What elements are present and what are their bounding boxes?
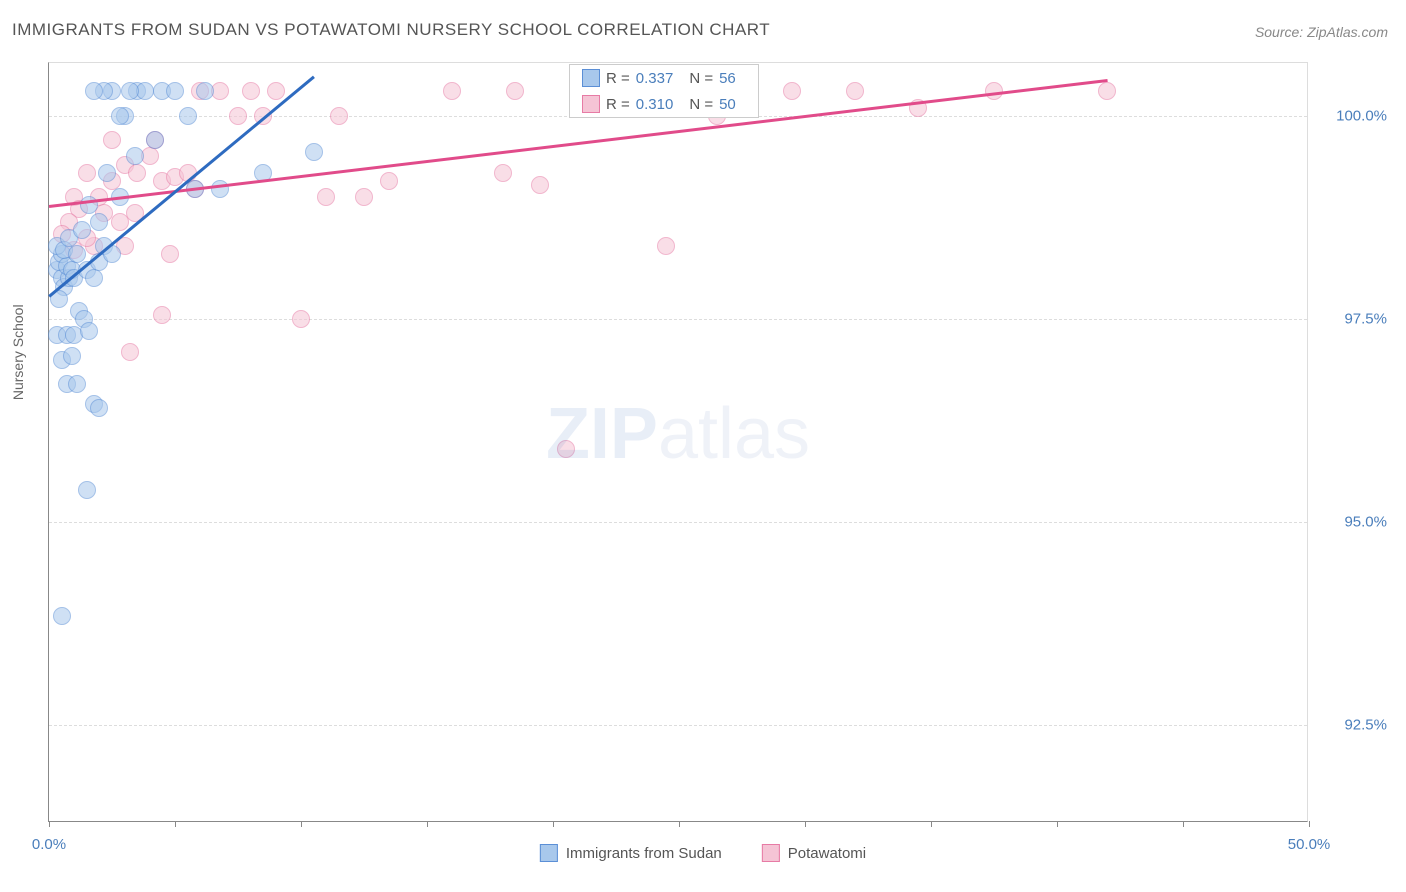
gridline [49,725,1307,726]
pink-point [657,237,675,255]
pink-point [506,82,524,100]
plot-area: R = 0.337 N = 56 R = 0.310 N = 50 ZIPatl… [48,62,1308,822]
pink-point [292,310,310,328]
legend-item-pink: Potawatomi [762,844,866,862]
x-tick [679,821,680,827]
blue-point [305,143,323,161]
pink-point [317,188,335,206]
pink-point [78,164,96,182]
blue-point [121,82,139,100]
x-tick [1057,821,1058,827]
pink-point [153,306,171,324]
r-label: R = [606,96,630,113]
blue-point [146,131,164,149]
r-value-pink: 0.310 [636,96,674,113]
watermark: ZIPatlas [546,393,810,475]
x-tick-label: 0.0% [32,836,66,853]
pink-point [846,82,864,100]
legend-item-blue: Immigrants from Sudan [540,844,722,862]
blue-point [90,213,108,231]
blue-point [179,107,197,125]
gridline [49,522,1307,523]
x-tick [175,821,176,827]
blue-point [166,82,184,100]
blue-point [80,322,98,340]
blue-point [98,164,116,182]
pink-point [161,245,179,263]
blue-point [85,269,103,287]
legend-label-pink: Potawatomi [788,845,866,862]
chart-title: IMMIGRANTS FROM SUDAN VS POTAWATOMI NURS… [12,20,770,40]
n-label: N = [689,70,713,87]
legend-swatch-pink-icon [762,844,780,862]
legend-row-blue: R = 0.337 N = 56 [570,65,758,91]
n-value-pink: 50 [719,96,736,113]
y-tick-label: 92.5% [1317,717,1387,734]
blue-point [73,221,91,239]
pink-point [557,440,575,458]
y-axis-label: Nursery School [10,304,26,400]
x-tick [931,821,932,827]
r-label: R = [606,70,630,87]
blue-point [68,375,86,393]
blue-point [211,180,229,198]
series-legend: Immigrants from Sudan Potawatomi [540,844,866,862]
pink-point [443,82,461,100]
x-tick [49,821,50,827]
pink-point [355,188,373,206]
legend-swatch-blue [582,69,600,87]
pink-point [380,172,398,190]
legend-swatch-blue-icon [540,844,558,862]
correlation-legend: R = 0.337 N = 56 R = 0.310 N = 50 [569,64,759,118]
x-tick-label: 50.0% [1288,836,1331,853]
pink-point [121,343,139,361]
pink-point [229,107,247,125]
x-tick [1183,821,1184,827]
blue-point [78,481,96,499]
x-tick [301,821,302,827]
blue-point [68,245,86,263]
blue-point [53,607,71,625]
n-value-blue: 56 [719,70,736,87]
pink-point [267,82,285,100]
blue-point [126,147,144,165]
r-value-blue: 0.337 [636,70,674,87]
pink-point [330,107,348,125]
pink-point [783,82,801,100]
gridline [49,319,1307,320]
x-tick [805,821,806,827]
blue-point [85,82,103,100]
source-attribution: Source: ZipAtlas.com [1255,24,1388,40]
y-tick-label: 100.0% [1317,107,1387,124]
n-label: N = [689,96,713,113]
legend-swatch-pink [582,95,600,113]
legend-label-blue: Immigrants from Sudan [566,845,722,862]
pink-point [242,82,260,100]
x-tick [427,821,428,827]
x-tick [1309,821,1310,827]
y-tick-label: 95.0% [1317,514,1387,531]
blue-point [90,399,108,417]
pink-point [1098,82,1116,100]
blue-point [196,82,214,100]
pink-point [103,131,121,149]
y-tick-label: 97.5% [1317,311,1387,328]
legend-row-pink: R = 0.310 N = 50 [570,91,758,117]
pink-point [494,164,512,182]
x-tick [553,821,554,827]
blue-point [63,347,81,365]
pink-point [128,164,146,182]
pink-point [531,176,549,194]
blue-point [111,107,129,125]
